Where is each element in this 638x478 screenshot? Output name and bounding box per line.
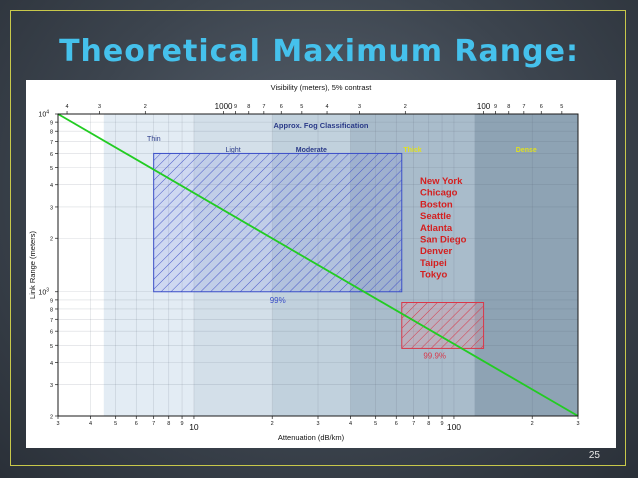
fog-band-label-dense: Dense [516,147,537,154]
top-tick-label: 1000 [215,102,233,111]
y-tick-label: 103 [38,287,49,296]
top-tick-label: 4 [66,104,69,110]
city-label: Denver [420,246,453,257]
y-tick-label: 2 [50,415,53,421]
x-tick-label: 6 [135,421,138,427]
top-axis-label: Visibility (meters), 5% contrast [271,83,373,92]
city-label: Chicago [420,188,458,199]
x-tick-label: 6 [395,421,398,427]
y-tick-label: 3 [50,205,53,211]
city-label: San Diego [420,235,467,246]
y-tick-label: 9 [50,121,53,127]
top-tick-label: 2 [404,104,407,110]
top-tick-label: 4 [326,104,329,110]
x-tick-label: 4 [89,421,92,427]
top-tick-label: 9 [234,104,237,110]
chart-panel: Thin Light Moderate Thick Dense 99% 99.9% 3 4 5… [26,80,616,448]
y-tick-label: 6 [50,330,53,336]
slide-frame [10,10,626,466]
y-tick-label: 3 [50,383,53,389]
city-label: Taipei [420,258,447,269]
y-tick-label: 4 [50,361,53,367]
x-tick-label: 10 [189,422,199,432]
x-tick-label: 3 [56,421,59,427]
page-number: 25 [588,450,600,461]
x-tick-label: 3 [316,421,319,427]
y-axis-label: Link Range (meters) [28,231,37,299]
x-tick-label: 8 [427,421,430,427]
top-tick-label: 3 [98,104,101,110]
fog-classification-label: Approx. Fog Classification [273,121,368,130]
x-tick-label: 2 [531,421,534,427]
top-tick-label: 8 [507,104,510,110]
top-tick-label: 2 [144,104,147,110]
fog-band-label-light: Light [225,147,240,154]
fog-band-label-moderate: Moderate [296,147,327,154]
y-tick-label: 5 [50,344,53,350]
y-tick-label: 6 [50,152,53,158]
y-tick-label: 7 [50,318,53,324]
availability-label-99-9: 99.9% [423,351,446,360]
city-label: Seattle [420,211,451,222]
y-tick-label: 8 [50,130,53,136]
x-tick-label: 100 [447,422,461,432]
x-tick-label: 5 [114,421,117,427]
top-tick-label: 3 [358,104,361,110]
x-tick-label: 2 [271,421,274,427]
top-tick-label: 7 [262,104,265,110]
top-tick-label: 7 [522,104,525,110]
x-axis-label: Attenuation (dB/km) [278,433,345,442]
y-tick-label: 5 [50,166,53,172]
top-tick-label: 6 [540,104,543,110]
availability-region-99-9 [401,302,485,349]
fog-band-dense [474,114,578,416]
top-tick-label: 5 [300,104,303,110]
city-label: Atlanta [420,223,453,234]
x-tick-label: 9 [181,421,184,427]
x-tick-label: 7 [152,421,155,427]
y-tick-label: 9 [50,298,53,304]
y-tick-label: 104 [38,110,49,119]
city-label: Boston [420,199,453,210]
top-tick-label: 6 [280,104,283,110]
x-tick-label: 5 [374,421,377,427]
top-tick-label: 9 [494,104,497,110]
range-attenuation-line [57,113,579,417]
x-tick-label: 7 [412,421,415,427]
top-tick-label: 5 [560,104,563,110]
x-tick-label: 4 [349,421,352,427]
top-tick-label: 100 [477,102,491,111]
city-label: New York [420,176,463,187]
y-tick-label: 2 [50,237,53,243]
fog-band-label-thick: Thick [403,147,421,154]
y-tick-label: 8 [50,307,53,313]
top-tick-label: 8 [247,104,250,110]
x-tick-label: 3 [576,421,579,427]
plot-border [57,113,579,417]
fog-band-label-thin: Thin [147,136,161,143]
availability-label-99: 99% [270,296,286,305]
y-tick-label: 7 [50,140,53,146]
availability-region-99 [153,152,403,293]
city-label: Tokyo [420,270,447,281]
x-tick-label: 9 [441,421,444,427]
y-tick-exponent: 3 [46,287,49,293]
y-tick-exponent: 4 [46,110,49,116]
fog-range-chart: Thin Light Moderate Thick Dense 99% 99.9% 3 4 5… [28,83,580,442]
x-tick-label: 8 [167,421,170,427]
slide-title: Theoretical Maximum Range: [59,34,579,69]
y-tick-label: 4 [50,183,53,189]
